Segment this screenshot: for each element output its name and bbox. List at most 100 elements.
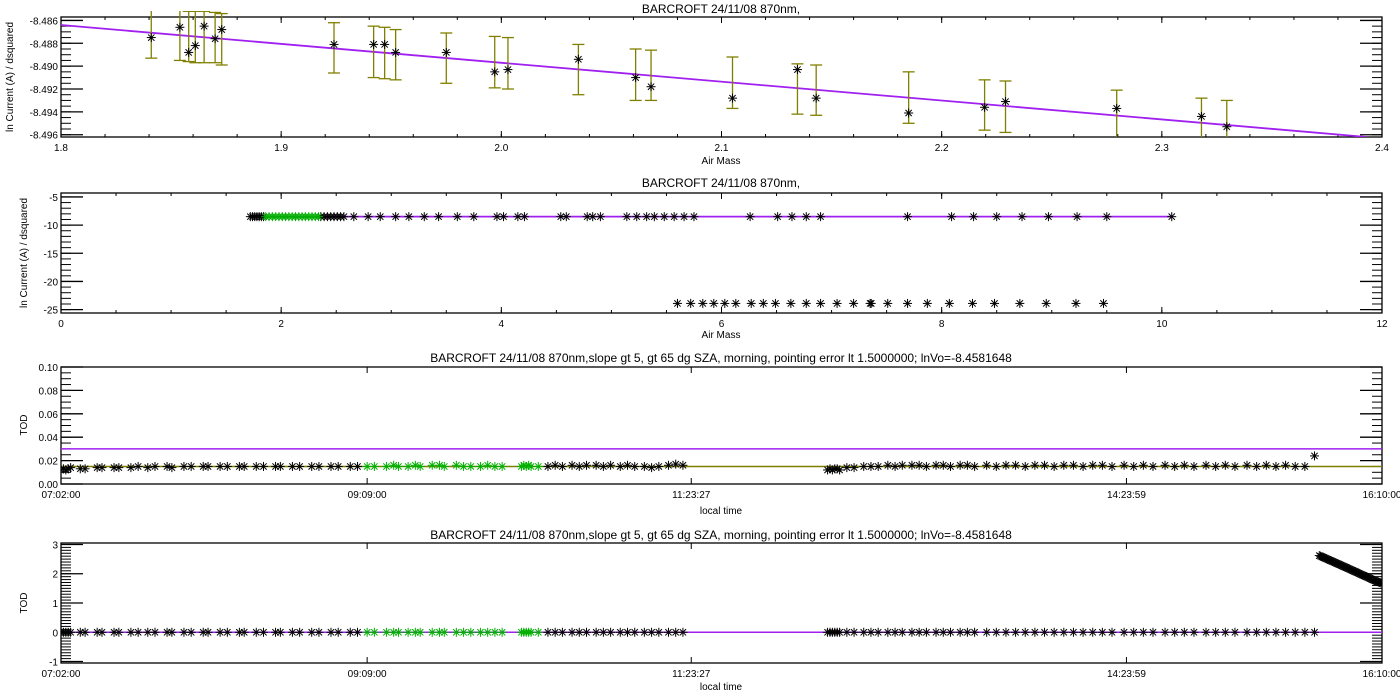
marker-stroke — [392, 213, 400, 221]
marker-stroke — [346, 462, 354, 470]
data-point — [1119, 460, 1129, 470]
marker-stroke — [664, 628, 672, 636]
marker-stroke — [416, 462, 424, 470]
marker-stroke — [607, 461, 615, 469]
error-bar — [198, 11, 211, 64]
marker-stroke — [874, 462, 882, 470]
y-tick-label: 0.00 — [39, 480, 59, 491]
data-point — [275, 461, 285, 471]
marker-stroke — [836, 628, 844, 636]
marker-stroke — [1212, 628, 1220, 636]
data-point — [295, 627, 305, 637]
marker-stroke — [211, 35, 219, 43]
marker-stroke — [440, 462, 448, 470]
data-point — [709, 298, 719, 308]
data-point — [339, 212, 349, 222]
data-point — [897, 460, 907, 470]
marker-stroke — [843, 628, 851, 636]
marker-stroke — [655, 628, 663, 636]
panel3-xlabel: local time — [700, 506, 743, 517]
marker-stroke — [592, 461, 600, 469]
marker-stroke — [1161, 628, 1169, 636]
data-point — [333, 461, 343, 471]
marker-stroke — [534, 628, 542, 636]
marker-stroke — [687, 299, 695, 307]
panel3-title: BARCROFT 24/11/08 870nm,slope gt 5, gt 6… — [430, 351, 1012, 365]
error-bar — [488, 35, 501, 89]
marker-stroke — [1073, 213, 1081, 221]
x-tick-label: 09:09:00 — [348, 490, 387, 501]
data-point — [962, 627, 972, 637]
marker-stroke — [1031, 461, 1039, 469]
marker-stroke — [1197, 112, 1205, 120]
error-bar — [645, 49, 658, 102]
marker-stroke — [679, 461, 687, 469]
data-point — [1271, 627, 1281, 637]
data-point — [598, 461, 608, 471]
marker-stroke — [491, 628, 499, 636]
marker-stroke — [1098, 461, 1106, 469]
data-point — [1102, 212, 1112, 222]
panel-airmass-full: BARCROFT 24/11/08 870nm, Air Mass ln Cur… — [19, 176, 1388, 341]
data-point — [314, 627, 324, 637]
data-point — [1068, 627, 1078, 637]
data-point — [595, 212, 605, 222]
data-point — [1071, 298, 1081, 308]
marker-stroke — [134, 462, 142, 470]
x-tick-label: 16:10:00 — [1363, 669, 1400, 680]
marker-stroke — [394, 462, 402, 470]
data-point — [434, 212, 444, 222]
error-bar — [572, 43, 585, 96]
data-point — [1211, 461, 1221, 471]
data-point — [679, 212, 689, 222]
data-point — [1107, 461, 1117, 471]
marker-stroke — [992, 462, 1000, 470]
marker-stroke — [616, 628, 624, 636]
data-point — [903, 298, 913, 308]
data-point — [146, 33, 156, 43]
marker-stroke — [504, 66, 512, 74]
error-bar — [145, 11, 158, 59]
data-point — [557, 461, 567, 471]
data-point — [921, 627, 931, 637]
data-point — [222, 627, 232, 637]
marker-stroke — [363, 462, 371, 470]
data-point — [890, 461, 900, 471]
data-point — [419, 212, 429, 222]
data-point — [184, 47, 194, 57]
data-point — [980, 102, 990, 112]
marker-stroke — [334, 628, 342, 636]
data-point — [1030, 460, 1040, 470]
data-point — [622, 212, 632, 222]
marker-stroke — [476, 462, 484, 470]
marker-stroke — [440, 628, 448, 636]
marker-stroke — [884, 628, 892, 636]
data-point — [787, 212, 797, 222]
marker-stroke — [721, 299, 729, 307]
x-tick-label: 09:09:00 — [348, 669, 387, 680]
data-point — [369, 461, 379, 471]
data-point — [698, 298, 708, 308]
marker-stroke — [1012, 628, 1020, 636]
data-point — [1211, 627, 1221, 637]
marker-stroke — [963, 461, 971, 469]
data-point — [186, 627, 196, 637]
marker-stroke — [908, 628, 916, 636]
panel2-xlabel: Air Mass — [702, 330, 741, 341]
data-point — [1220, 460, 1230, 470]
marker-stroke — [904, 299, 912, 307]
x-tick-label: 1.8 — [54, 143, 68, 154]
x-tick-label: 2.2 — [935, 143, 949, 154]
data-point — [490, 67, 500, 77]
marker-stroke — [655, 462, 663, 470]
marker-stroke — [932, 461, 940, 469]
data-point — [773, 212, 783, 222]
data-point — [873, 627, 883, 637]
marker-stroke — [151, 628, 159, 636]
data-point — [439, 627, 449, 637]
marker-stroke — [650, 213, 658, 221]
data-point — [1020, 627, 1030, 637]
marker-stroke — [340, 213, 348, 221]
marker-stroke — [670, 213, 678, 221]
